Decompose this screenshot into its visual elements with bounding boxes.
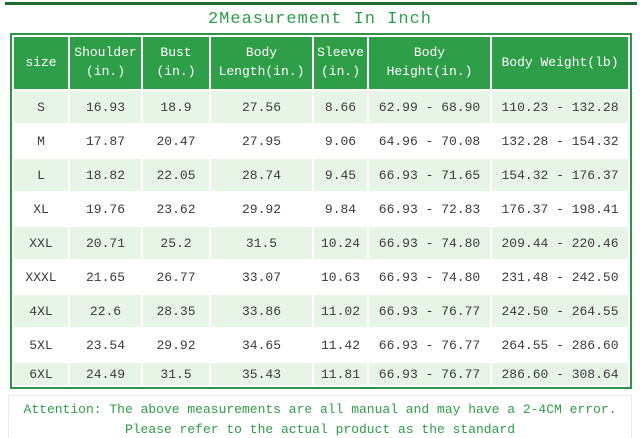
value-cell: 154.32 - 176.37: [492, 159, 628, 191]
value-cell: 66.93 - 76.77: [369, 329, 490, 361]
col-header-0: size: [14, 37, 68, 89]
value-cell: 66.93 - 74.80: [369, 261, 490, 293]
value-cell: 66.93 - 74.80: [369, 227, 490, 259]
value-cell: 23.62: [143, 193, 209, 225]
size-cell: XL: [14, 193, 68, 225]
value-cell: 26.77: [143, 261, 209, 293]
header-row: size Shoulder (in.) Bust (in.) Body Length(…: [14, 37, 628, 89]
value-cell: 31.5: [211, 227, 312, 259]
value-cell: 29.92: [143, 329, 209, 361]
top-divider: [5, 2, 637, 5]
value-cell: 9.84: [314, 193, 367, 225]
value-cell: 132.28 - 154.32: [492, 125, 628, 157]
value-cell: 24.49: [70, 363, 141, 385]
size-cell: 4XL: [14, 295, 68, 327]
col-header-2: Bust (in.): [143, 37, 209, 89]
value-cell: 34.65: [211, 329, 312, 361]
value-cell: 17.87: [70, 125, 141, 157]
size-cell: M: [14, 125, 68, 157]
value-cell: 20.47: [143, 125, 209, 157]
value-cell: 29.92: [211, 193, 312, 225]
col-header-6: Body Weight(lb): [492, 37, 628, 89]
table-row: 4XL 22.6 28.35 33.86 11.02 66.93 - 76.77 242.5…: [14, 295, 628, 327]
table-row: XXXL 21.65 26.77 33.07 10.63 66.93 - 74.80 231…: [14, 261, 628, 293]
value-cell: 66.93 - 76.77: [369, 295, 490, 327]
value-cell: 27.95: [211, 125, 312, 157]
value-cell: 35.43: [211, 363, 312, 385]
value-cell: 110.23 - 132.28: [492, 91, 628, 123]
value-cell: 11.02: [314, 295, 367, 327]
value-cell: 66.93 - 71.65: [369, 159, 490, 191]
value-cell: 23.54: [70, 329, 141, 361]
value-cell: 231.48 - 242.50: [492, 261, 628, 293]
attention-note: Attention: The above measurements are al…: [8, 395, 632, 438]
value-cell: 16.93: [70, 91, 141, 123]
value-cell: 28.35: [143, 295, 209, 327]
value-cell: 10.63: [314, 261, 367, 293]
table-row: 5XL 23.54 29.92 34.65 11.42 66.93 - 76.77 264.…: [14, 329, 628, 361]
value-cell: 28.74: [211, 159, 312, 191]
table-row: 6XL 24.49 31.5 35.43 11.81 66.93 - 76.77 286.6…: [14, 363, 628, 385]
col-header-1: Shoulder (in.): [70, 37, 141, 89]
value-cell: 66.93 - 76.77: [369, 363, 490, 385]
value-cell: 33.86: [211, 295, 312, 327]
value-cell: 18.82: [70, 159, 141, 191]
attention-line-2: Please refer to the actual product as th…: [124, 422, 516, 437]
size-cell: 6XL: [14, 363, 68, 385]
value-cell: 31.5: [143, 363, 209, 385]
page-title: 2Measurement In Inch: [207, 10, 433, 29]
col-header-4: Sleeve (in.): [314, 37, 367, 89]
value-cell: 176.37 - 198.41: [492, 193, 628, 225]
value-cell: 242.50 - 264.55: [492, 295, 628, 327]
table-row: XL 19.76 23.62 29.92 9.84 66.93 - 72.83 176.37…: [14, 193, 628, 225]
col-header-3: Body Length(in.): [211, 37, 312, 89]
value-cell: 20.71: [70, 227, 141, 259]
table-row: S 16.93 18.9 27.56 8.66 62.99 - 68.90 110.23 -…: [14, 91, 628, 123]
value-cell: 11.81: [314, 363, 367, 385]
value-cell: 8.66: [314, 91, 367, 123]
value-cell: 18.9: [143, 91, 209, 123]
value-cell: 9.06: [314, 125, 367, 157]
value-cell: 21.65: [70, 261, 141, 293]
value-cell: 22.05: [143, 159, 209, 191]
value-cell: 33.07: [211, 261, 312, 293]
value-cell: 264.55 - 286.60: [492, 329, 628, 361]
size-cell: L: [14, 159, 68, 191]
size-cell: XXXL: [14, 261, 68, 293]
value-cell: 209.44 - 220.46: [492, 227, 628, 259]
table-row: L 18.82 22.05 28.74 9.45 66.93 - 71.65 154.32 …: [14, 159, 628, 191]
size-cell: 5XL: [14, 329, 68, 361]
attention-line-1: Attention: The above measurements are al…: [23, 402, 617, 417]
size-cell: S: [14, 91, 68, 123]
col-header-5: Body Height(in.): [369, 37, 490, 89]
value-cell: 25.2: [143, 227, 209, 259]
value-cell: 286.60 - 308.64: [492, 363, 628, 385]
size-cell: XXL: [14, 227, 68, 259]
value-cell: 66.93 - 72.83: [369, 193, 490, 225]
table-row: XXL 20.71 25.2 31.5 10.24 66.93 - 74.80 209.44…: [14, 227, 628, 259]
table-body: S 16.93 18.9 27.56 8.66 62.99 - 68.90 110.23 -…: [14, 91, 628, 385]
value-cell: 22.6: [70, 295, 141, 327]
table-row: M 17.87 20.47 27.95 9.06 64.96 - 70.08 132.28 …: [14, 125, 628, 157]
value-cell: 10.24: [314, 227, 367, 259]
value-cell: 9.45: [314, 159, 367, 191]
value-cell: 19.76: [70, 193, 141, 225]
value-cell: 64.96 - 70.08: [369, 125, 490, 157]
measurement-table: size Shoulder (in.) Bust (in.) Body Length(…: [10, 33, 632, 389]
value-cell: 11.42: [314, 329, 367, 361]
value-cell: 62.99 - 68.90: [369, 91, 490, 123]
value-cell: 27.56: [211, 91, 312, 123]
